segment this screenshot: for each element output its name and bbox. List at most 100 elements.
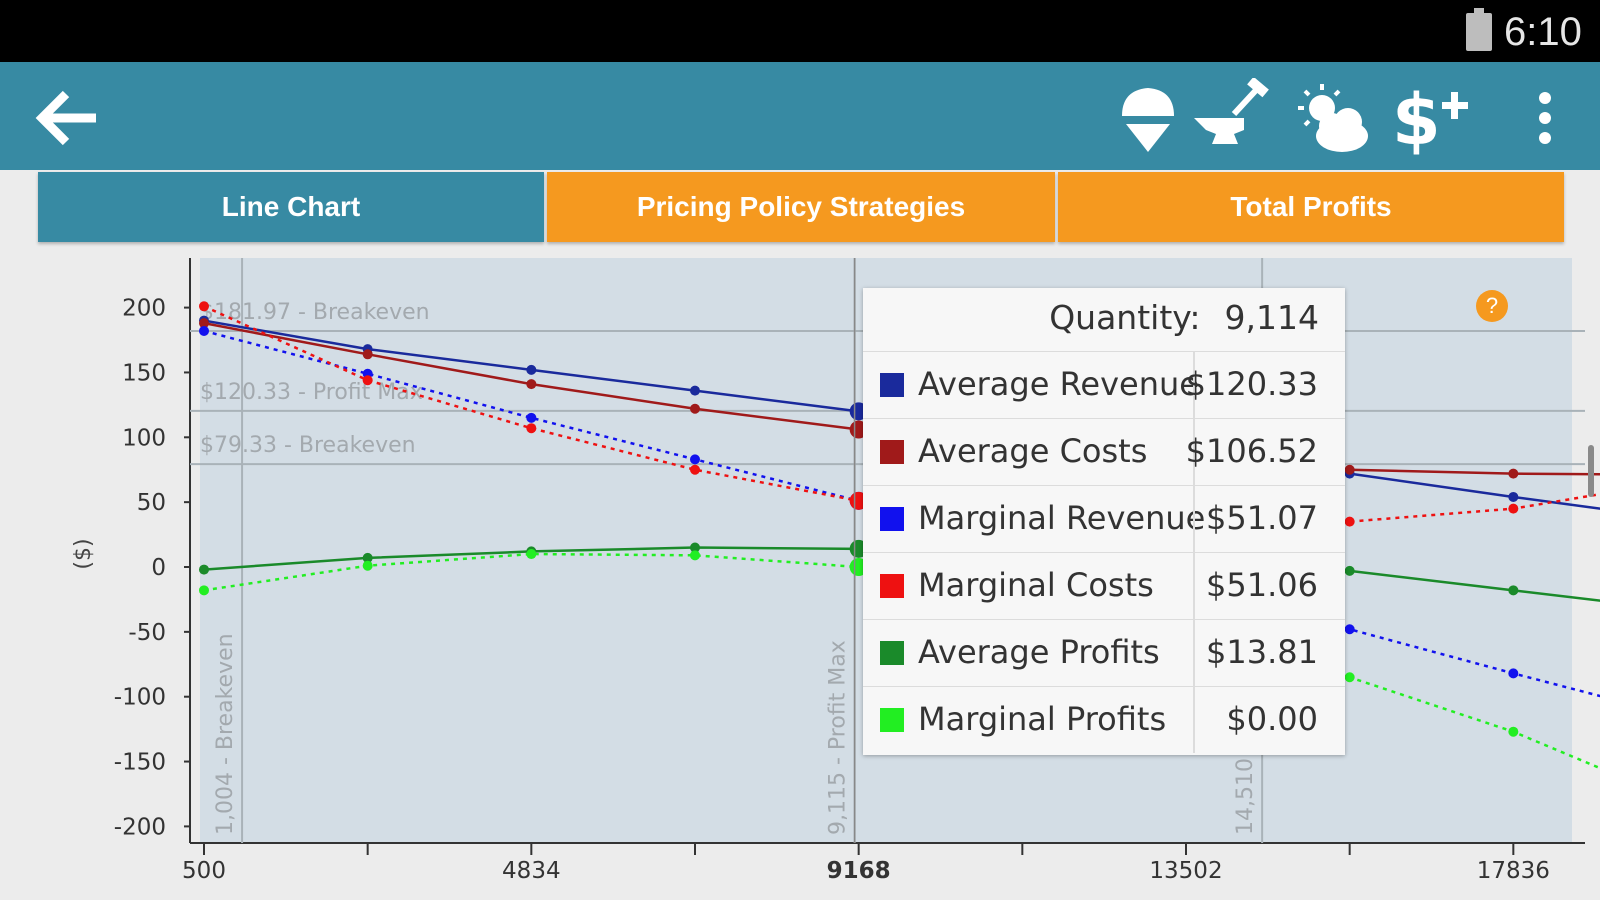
data-point: [690, 550, 700, 561]
x-tick-label: 17836: [1477, 858, 1550, 884]
tooltip-row-value: $51.07: [1206, 499, 1318, 537]
x-tick-label: 500: [182, 858, 226, 884]
more-vert-icon[interactable]: [1530, 88, 1560, 150]
tooltip-row-name: Average Costs: [918, 432, 1148, 470]
tooltip-row-average-costs: Average Costs $106.52: [863, 418, 1345, 485]
y-tick-label: 50: [137, 490, 166, 516]
legend-swatch: [880, 708, 904, 732]
legend-swatch: [880, 574, 904, 598]
help-icon[interactable]: ?: [1476, 290, 1508, 322]
y-tick-label: -200: [114, 814, 166, 840]
data-point: [1508, 491, 1519, 502]
weather-sun-cloud-icon[interactable]: [1292, 78, 1372, 158]
tab-total-profits[interactable]: Total Profits: [1058, 172, 1564, 242]
data-point: [690, 454, 700, 465]
tooltip-divider: [1193, 687, 1195, 753]
reference-label-vertical: 9,115 - Profit Max: [826, 640, 851, 835]
anvil-hammer-icon[interactable]: [1190, 76, 1270, 158]
scrollbar-thumb[interactable]: [1588, 445, 1594, 497]
series-line-marginal-revenue: [203, 329, 1600, 698]
tab-pricing-policy-strategies[interactable]: Pricing Policy Strategies: [547, 172, 1055, 242]
tab-total-profits-label: Total Profits: [1230, 191, 1392, 222]
tooltip-row-name: Marginal Revenue: [918, 499, 1206, 537]
reference-label: $120.33 - Profit Max: [200, 380, 423, 405]
legend-swatch: [880, 641, 904, 665]
data-point: [1344, 516, 1355, 527]
tooltip-row-marginal-revenue: Marginal Revenue $51.07: [863, 485, 1345, 552]
tooltip-row-marginal-costs: Marginal Costs $51.06: [863, 552, 1345, 619]
data-point: [690, 385, 700, 396]
data-point: [362, 560, 373, 571]
tab-bar: Line Chart Pricing Policy Strategies Tot…: [38, 172, 1564, 244]
tooltip-row-value: $51.06: [1206, 566, 1318, 604]
data-point: [1344, 565, 1355, 576]
reference-label: $79.33 - Breakeven: [200, 433, 416, 458]
tab-line-chart[interactable]: Line Chart: [38, 172, 544, 242]
reference-label-vertical: 1,004 - Breakeven: [213, 633, 238, 835]
tooltip-row-value: $13.81: [1206, 633, 1318, 671]
data-point: [1508, 468, 1519, 479]
ice-cream-icon[interactable]: [1108, 78, 1188, 158]
status-bar: 6:10: [0, 0, 1600, 62]
data-point: [362, 349, 373, 360]
tooltip-row-average-revenue: Average Revenue $120.33: [863, 351, 1345, 418]
data-point: [526, 412, 537, 423]
battery-icon: [1466, 8, 1492, 51]
data-point: [1344, 624, 1355, 635]
tooltip-row-value: $120.33: [1185, 365, 1318, 403]
tooltip-divider: [1193, 553, 1195, 619]
data-point: [526, 364, 537, 375]
reference-label-vertical: 14,510: [1233, 758, 1258, 835]
tooltip-row-name: Average Revenue: [918, 365, 1199, 403]
tooltip-row-name: Marginal Profits: [918, 700, 1167, 738]
data-point: [1508, 726, 1519, 737]
data-point: [526, 549, 537, 560]
data-point: [362, 552, 373, 563]
tooltip-divider: [1193, 620, 1195, 686]
tooltip-row-name: Marginal Costs: [918, 566, 1154, 604]
tooltip-header: Quantity: 9,114: [1049, 298, 1319, 337]
data-point: [690, 542, 700, 553]
tab-pricing-label: Pricing Policy Strategies: [636, 191, 966, 222]
data-point: [1508, 503, 1519, 514]
back-arrow-icon[interactable]: [34, 88, 104, 148]
y-tick-label: 150: [122, 360, 166, 386]
data-point: [199, 325, 209, 336]
status-time: 6:10: [1504, 10, 1582, 54]
x-tick-label: 4834: [502, 858, 561, 884]
data-point: [526, 379, 537, 390]
x-tick-label: 13502: [1149, 858, 1222, 884]
data-point: [1344, 464, 1355, 475]
tooltip-row-name: Average Profits: [918, 633, 1160, 671]
data-point: [199, 318, 209, 329]
data-point: [526, 423, 537, 434]
data-point: [1508, 668, 1519, 679]
tooltip-divider: [1193, 486, 1195, 552]
y-tick-label: -100: [114, 685, 166, 711]
tooltip-row-value: $106.52: [1185, 432, 1318, 470]
y-tick-label: 0: [151, 555, 166, 581]
tab-line-chart-label: Line Chart: [221, 191, 361, 222]
reference-label: $181.97 - Breakeven: [200, 300, 430, 325]
legend-swatch: [880, 373, 904, 397]
y-tick-label: 200: [122, 296, 166, 322]
tooltip-row-value: $0.00: [1226, 700, 1318, 738]
data-point: [362, 375, 373, 386]
dollar-plus-icon[interactable]: $: [1392, 78, 1472, 161]
tooltip-divider: [1193, 419, 1195, 485]
tooltip-quantity: 9,114: [1224, 298, 1319, 337]
data-point: [690, 403, 700, 414]
data-point: [199, 585, 209, 596]
y-tick-label: 100: [122, 425, 166, 451]
legend-swatch: [880, 507, 904, 531]
y-tick-label: -50: [128, 620, 166, 646]
data-point: [690, 464, 700, 475]
data-point: [199, 301, 209, 312]
data-point: [1508, 585, 1519, 596]
data-tooltip: Quantity: 9,114 Average Revenue $120.33 A…: [863, 288, 1345, 755]
legend-swatch: [880, 440, 904, 464]
tooltip-row-marginal-profits: Marginal Profits $0.00: [863, 686, 1345, 753]
y-tick-label: -150: [114, 750, 166, 776]
tooltip-divider: [1193, 352, 1195, 418]
